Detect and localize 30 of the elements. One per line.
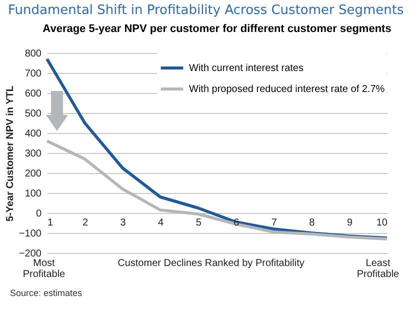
- text: Most Profitable: [22, 258, 66, 282]
- y-tick-label: −200: [18, 248, 42, 260]
- y-tick-label: 600: [24, 88, 42, 100]
- line-series: [46, 140, 388, 240]
- x-tick-label: 3: [120, 218, 126, 228]
- legend-label: With current interest rates: [189, 63, 304, 74]
- x-tick-label: 2: [82, 218, 88, 228]
- text: Least Profitable: [356, 258, 400, 282]
- legend-label: With proposed reduced interest rate of 2.7%: [189, 84, 385, 95]
- x-tick-label: 5: [196, 218, 202, 228]
- y-tick-label: 800: [24, 48, 42, 60]
- x-tick-label: 7: [271, 218, 278, 228]
- y-tick-label: 0: [36, 208, 42, 220]
- y-tick-label: 400: [24, 128, 42, 140]
- x-tick-label: 10: [376, 218, 388, 228]
- y-tick-label: 100: [24, 188, 42, 200]
- x-tick-label: 9: [346, 218, 353, 228]
- x-tick-label: 4: [158, 218, 164, 228]
- y-tick-label: 300: [24, 148, 42, 160]
- chart-subtitle: Average 5-year NPV per customer for different customer segments: [42, 23, 392, 35]
- x-axis-title: Customer Declines Ranked by Profitability: [118, 258, 304, 271]
- chart-title: Fundamental Shift in Profitability Across Customer Segments: [7, 2, 405, 20]
- y-tick-label: 200: [24, 168, 42, 180]
- y-tick-label: −100: [18, 228, 42, 240]
- x-tick-label: 8: [309, 218, 316, 228]
- y-axis-title: 5-Year Customer NPV in YTL: [4, 86, 16, 222]
- x-tick-label: 1: [48, 218, 54, 228]
- y-tick-label: 500: [24, 108, 42, 120]
- y-tick-label: 700: [24, 68, 42, 80]
- source-note: Source: estimates: [9, 287, 84, 298]
